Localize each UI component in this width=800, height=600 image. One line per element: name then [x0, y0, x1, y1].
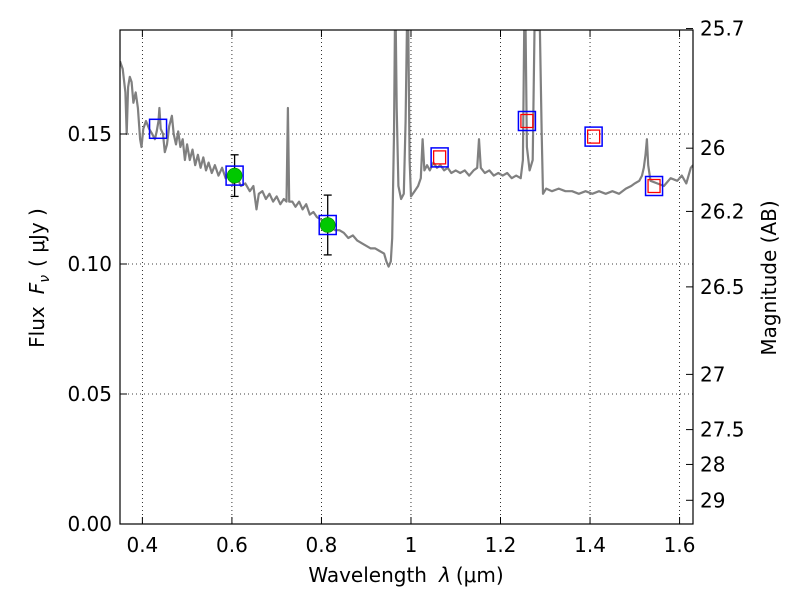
synthetic-photometry-box — [647, 178, 661, 194]
mag-tick-label: 26 — [700, 136, 725, 160]
y2-axis-label: Magnitude (AB) — [757, 200, 781, 355]
y-tick-label: 0.00 — [67, 512, 112, 536]
observed-data-point — [226, 167, 243, 184]
mag-tick-label: 25.7 — [700, 17, 745, 41]
model-spectrum-line — [120, 30, 693, 268]
axes: 0.4 0.6 0.8 1 1.2 1.4 1.6 0.00 0.05 0.10 0.15 25.7 2… — [67, 17, 744, 557]
y-tick-label: 0.15 — [67, 122, 112, 146]
x-tick-label: 0.4 — [126, 533, 158, 557]
model-photometry-box — [584, 126, 603, 147]
model-photometry-box — [225, 165, 244, 186]
y-axis-label: FluxFν( μJy ) — [25, 208, 53, 348]
model-photometry-box — [430, 147, 449, 168]
model-photometry-box — [644, 175, 664, 197]
synthetic-photometry-box — [586, 129, 601, 144]
x-tick-label: 1.4 — [574, 533, 606, 557]
x-tick-label: 1.2 — [485, 533, 517, 557]
observed-data-point — [319, 217, 336, 233]
model-photometry-box — [318, 214, 337, 236]
model-photometry-box — [517, 110, 537, 132]
y-tick-label: 0.10 — [67, 252, 112, 276]
mag-tick-label: 26.2 — [700, 199, 745, 223]
mag-tick-label: 26.5 — [700, 275, 745, 299]
y-tick-label: 0.05 — [67, 382, 112, 406]
synthetic-photometry-box — [520, 113, 534, 129]
mag-tick-label: 27 — [700, 362, 725, 386]
x-tick-label: 1 — [405, 533, 418, 557]
x-axis-label: Wavelength λ (μm) — [308, 563, 503, 587]
model-photometry-box — [148, 118, 168, 140]
plot-frame — [119, 29, 694, 525]
x-tick-label: 1.6 — [664, 533, 696, 557]
x-tick-label: 0.6 — [216, 533, 248, 557]
mag-tick-label: 28 — [700, 452, 725, 476]
mag-tick-label: 27.5 — [700, 418, 745, 442]
plot-area — [120, 30, 693, 268]
mag-tick-label: 29 — [700, 488, 725, 512]
x-tick-label: 0.8 — [306, 533, 338, 557]
synthetic-photometry-box — [432, 150, 447, 165]
